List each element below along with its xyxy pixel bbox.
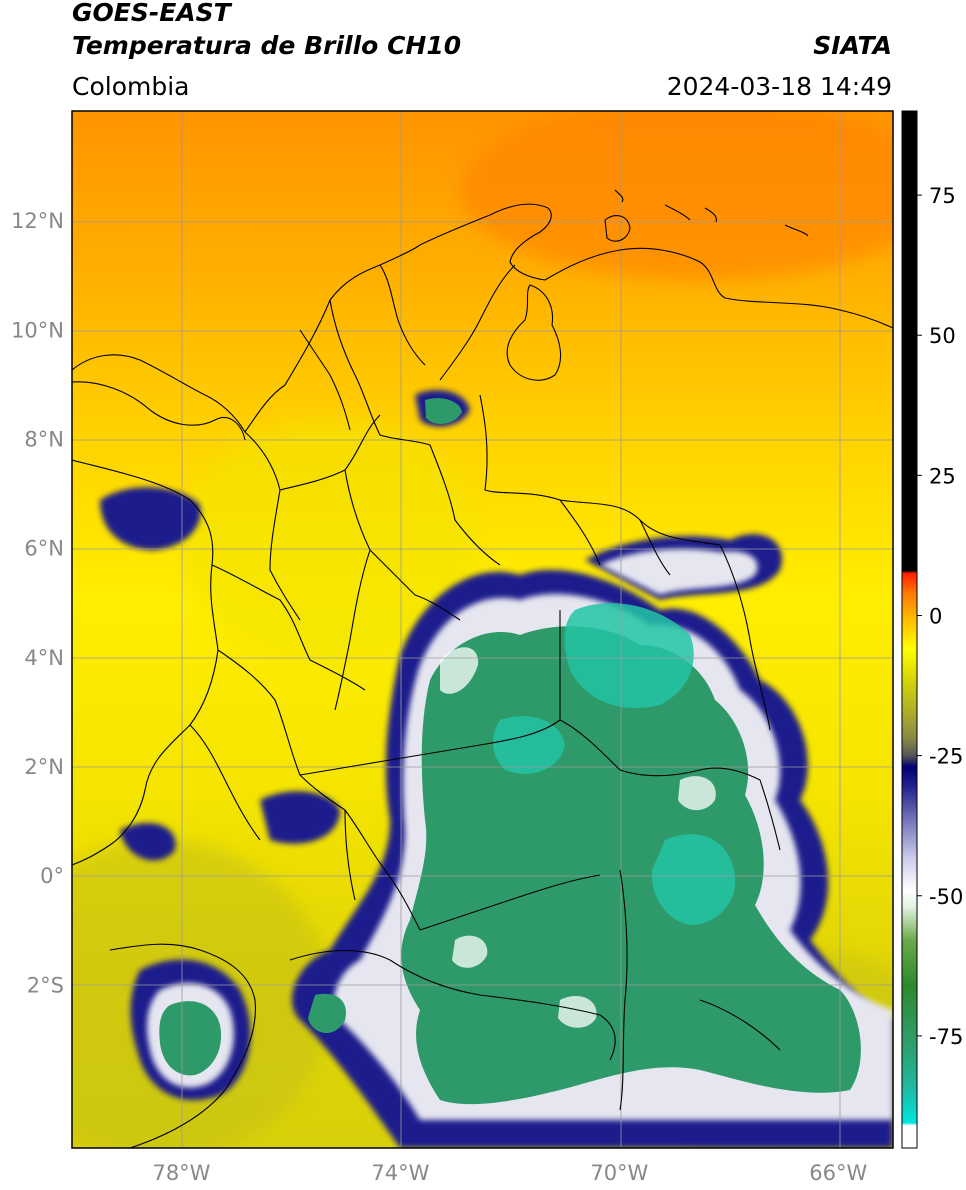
internal-divisions-south <box>189 649 601 931</box>
latitude-tick-label: 2°S <box>27 973 64 997</box>
warm-sea-patch <box>460 111 893 280</box>
latitude-tick-label: 8°N <box>24 427 64 451</box>
datetime-label: 2024-03-18 14:49 <box>666 72 892 101</box>
longitude-tick-label: 74°W <box>371 1161 429 1185</box>
colombia-brazil-border <box>559 610 781 851</box>
pacific-coastline <box>72 459 219 866</box>
colorbar-tick-label: 0 <box>929 604 942 628</box>
colorbar-tick-label: 25 <box>929 464 956 488</box>
latitude-tick-label: 12°N <box>11 209 64 233</box>
region-label: Colombia <box>72 72 190 101</box>
islands <box>604 189 809 242</box>
colombia-peru-border <box>289 949 616 1061</box>
maracaibo-lake <box>506 284 562 381</box>
latitude-tick-label: 2°N <box>24 755 64 779</box>
caribbean-coastline <box>72 203 893 433</box>
colorbar-ticks: 75 50 25 0 -25 -50 -75 <box>917 184 963 1049</box>
colorbar-tick-label: 50 <box>929 324 956 348</box>
latitude-tick-label: 0° <box>40 864 64 888</box>
panama-isthmus <box>72 381 246 441</box>
cloud-coldest <box>493 603 736 925</box>
product-title: Temperatura de Brillo CH10 <box>72 31 462 60</box>
map-area <box>72 111 893 1148</box>
colorbar-tick-label: 75 <box>929 184 956 208</box>
latitude-tick-label: 4°N <box>24 646 64 670</box>
map-frame <box>71 110 894 1149</box>
colorbar-tick-label: -25 <box>929 745 963 769</box>
latitude-labels: 12°N 10°N 8°N 6°N 4°N 2°N 0° 2°S <box>11 209 64 997</box>
graticule <box>72 111 893 1148</box>
title-block: GOES-EAST Temperatura de Brillo CH10 <box>72 0 461 62</box>
venezuela-internal <box>559 499 771 731</box>
colorbar: 75 50 25 0 -25 -50 -75 <box>901 110 963 1149</box>
internal-divisions-north <box>244 264 431 491</box>
organization-label: SIATA <box>813 31 892 60</box>
longitude-labels: 78°W 74°W 70°W 66°W <box>152 1161 867 1185</box>
ecuador-peru-border <box>109 943 256 1148</box>
borders <box>72 189 893 1148</box>
satellite-title: GOES-EAST <box>72 0 231 27</box>
colorbar-gradient <box>902 111 917 1148</box>
longitude-tick-label: 66°W <box>809 1161 867 1185</box>
colorbar-frame <box>901 110 918 1149</box>
latitude-tick-label: 6°N <box>24 537 64 561</box>
longitude-tick-label: 70°W <box>590 1161 648 1185</box>
cloud-white-streaks <box>440 647 716 1028</box>
longitude-tick-label: 78°W <box>152 1161 210 1185</box>
andes-patch <box>180 420 480 660</box>
brazil-border <box>619 869 781 1111</box>
colorbar-tick-label: -75 <box>929 1025 963 1049</box>
latitude-tick-label: 10°N <box>11 318 64 342</box>
colorbar-tick-label: -50 <box>929 885 963 909</box>
internal-divisions-center <box>211 444 501 711</box>
